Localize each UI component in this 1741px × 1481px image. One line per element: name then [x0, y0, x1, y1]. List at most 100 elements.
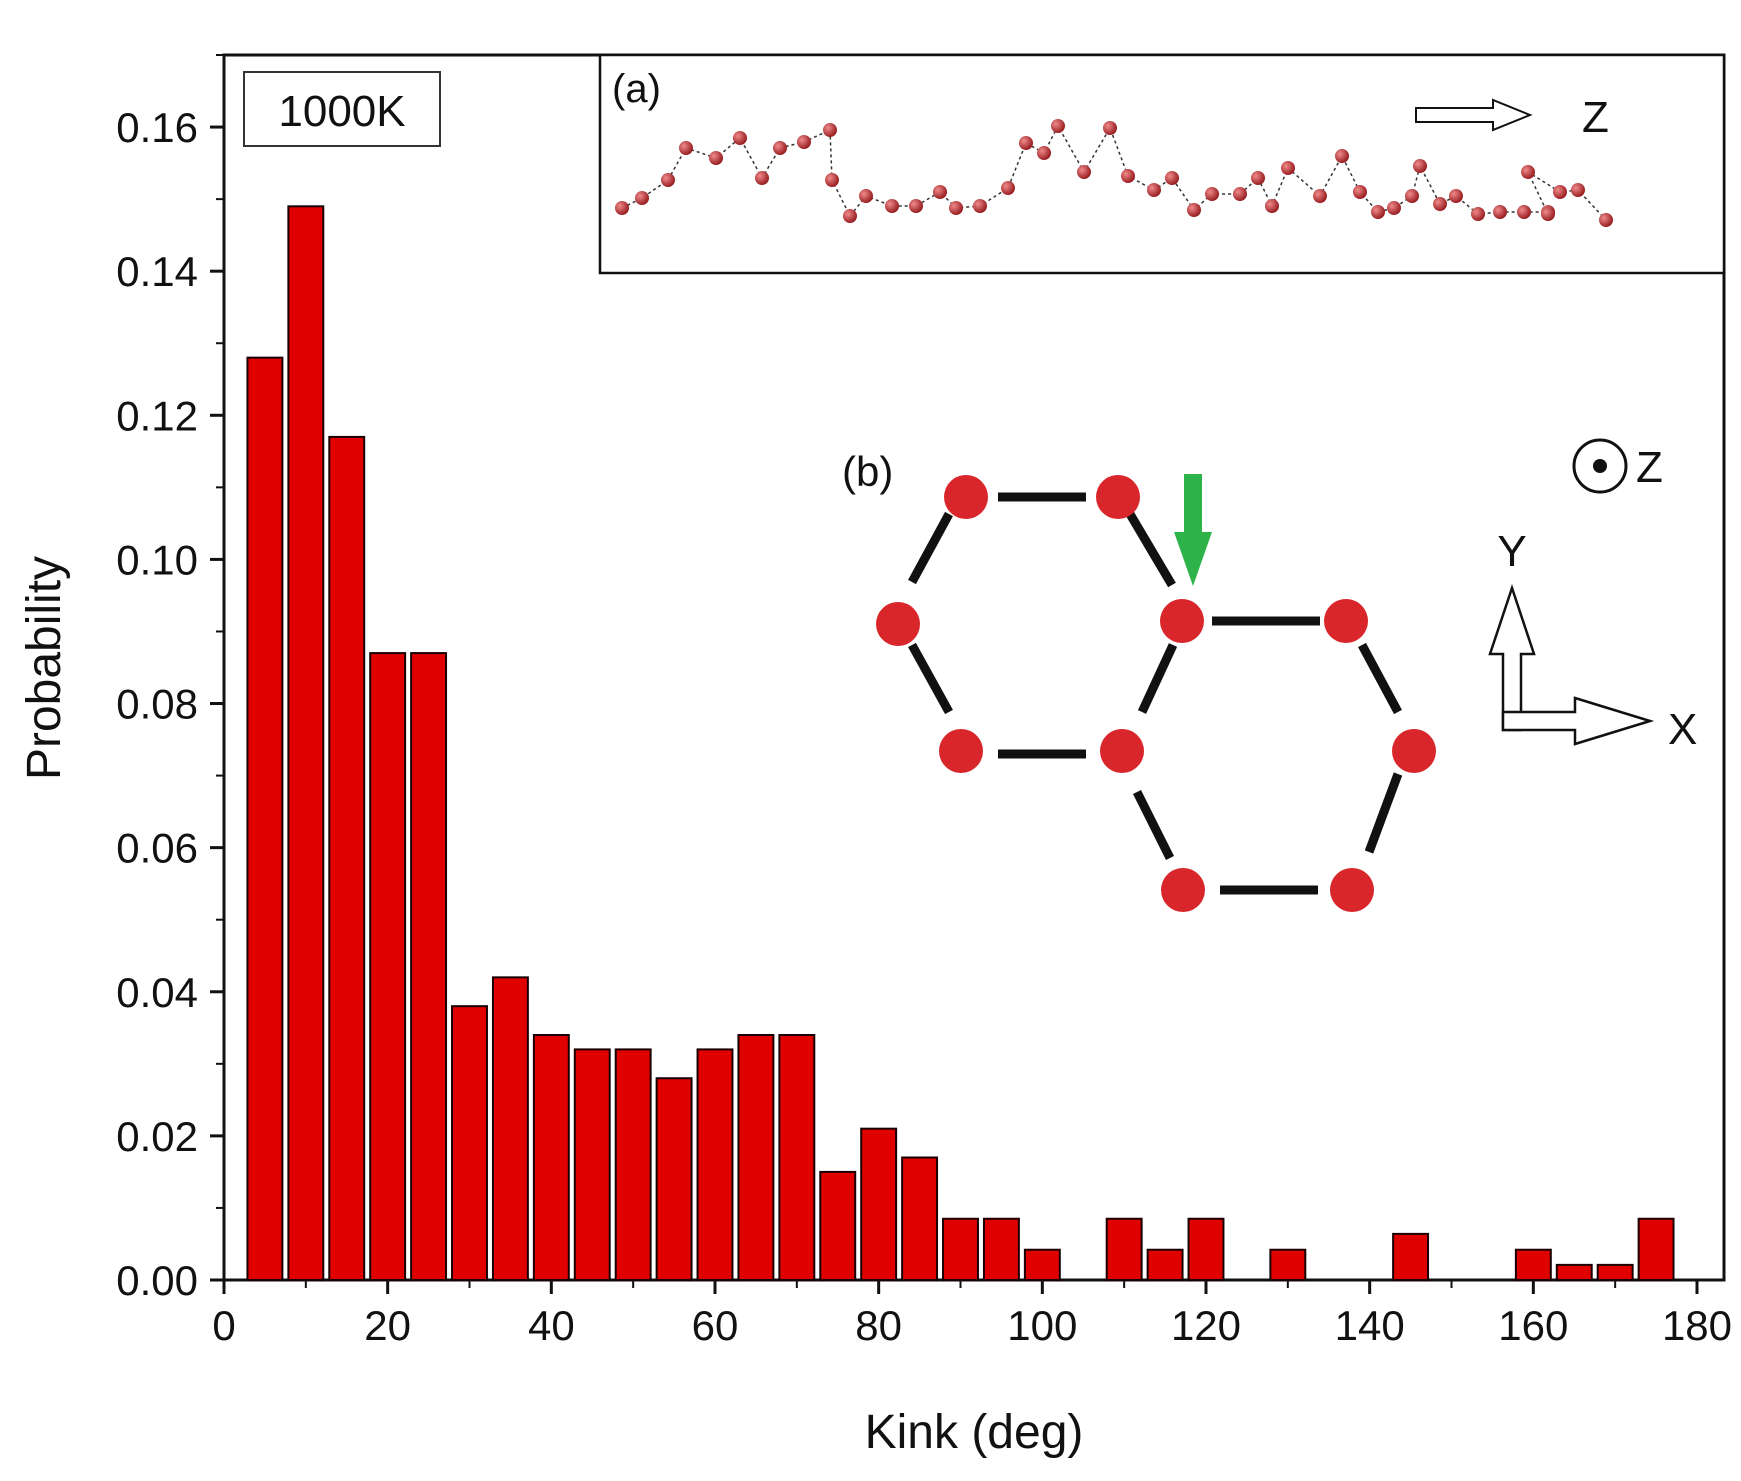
bar-165	[1555, 1263, 1593, 1282]
chain-atom	[823, 123, 837, 137]
bar-60	[696, 1048, 734, 1281]
bar-65	[737, 1034, 775, 1281]
bar-25	[410, 652, 448, 1281]
x-tick-label: 120	[1171, 1302, 1241, 1349]
bar-110	[1105, 1217, 1143, 1281]
bar-10	[287, 205, 325, 1282]
chain-atom	[1371, 205, 1385, 219]
bar-170	[1596, 1263, 1634, 1282]
x-tick-label: 140	[1335, 1302, 1405, 1349]
chain-atom	[1281, 161, 1295, 175]
atom	[1330, 868, 1374, 912]
atom	[1324, 599, 1368, 643]
chain-atom	[859, 189, 873, 203]
y-tick-label: 0.14	[116, 248, 198, 295]
chain-atom	[1599, 213, 1613, 227]
bar-115	[1146, 1248, 1184, 1282]
bar-50	[614, 1048, 652, 1281]
chain-atom	[1449, 189, 1463, 203]
bond	[908, 511, 953, 585]
hexagon-bonds	[908, 492, 1403, 895]
chain-atom	[773, 141, 787, 155]
y-tick-label: 0.00	[116, 1257, 198, 1304]
y-tick-label: 0.12	[116, 392, 198, 439]
bar-85	[901, 1156, 939, 1281]
bar-80	[860, 1127, 898, 1282]
chain-atom	[1521, 165, 1535, 179]
x-tick-label: 160	[1498, 1302, 1568, 1349]
chain-atom	[1265, 199, 1279, 213]
chain-atom	[1037, 146, 1051, 160]
bar-5	[246, 356, 284, 1282]
bar-35	[491, 976, 529, 1282]
chain-atom	[1553, 185, 1567, 199]
atom	[1161, 868, 1205, 912]
chain-atom	[797, 135, 811, 149]
chain-atom	[1387, 201, 1401, 215]
x-tick-label: 40	[528, 1302, 575, 1349]
bar-70	[778, 1034, 816, 1281]
atom	[1392, 729, 1436, 773]
bar-145	[1392, 1232, 1430, 1281]
chain-atom	[1103, 121, 1117, 135]
bar-120	[1187, 1217, 1225, 1281]
y-axis-arrow-icon	[1488, 584, 1536, 732]
bond	[1364, 772, 1403, 854]
inset-b: (b) Z	[842, 438, 1697, 912]
y-tick-label: 0.04	[116, 969, 198, 1016]
x-tick-label: 20	[364, 1302, 411, 1349]
chain-atom	[709, 151, 723, 165]
temperature-label: 1000K	[278, 87, 405, 136]
x-tick-label: 180	[1662, 1302, 1732, 1349]
y-tick-label: 0.02	[116, 1113, 198, 1160]
x-tick-label: 80	[855, 1302, 902, 1349]
inset-b-label: (b)	[842, 448, 893, 495]
chain-atom	[843, 209, 857, 223]
chain-atom	[755, 171, 769, 185]
chain-atom	[909, 199, 923, 213]
bond	[908, 642, 953, 715]
x-tick-label: 60	[692, 1302, 739, 1349]
chain-atom	[1051, 119, 1065, 133]
chain-atom	[1077, 165, 1091, 179]
bar-40	[532, 1034, 570, 1281]
inset-a-z-label: Z	[1582, 93, 1609, 142]
chain-atom	[1019, 136, 1033, 150]
y-tick-label: 0.06	[116, 825, 198, 872]
inset-b-z-label: Z	[1636, 443, 1663, 492]
atom	[1096, 475, 1140, 519]
bar-45	[573, 1048, 611, 1281]
inset-b-y-label: Y	[1497, 527, 1526, 576]
bar-95	[982, 1217, 1020, 1281]
inset-b-x-label: X	[1668, 705, 1697, 754]
axis-ticks: 0 20 40 60 80 100 120 140 160 180 0.00 0.02 0.04 0.06…	[116, 54, 1732, 1349]
chain-atom	[1335, 149, 1349, 163]
atom	[1160, 599, 1204, 643]
chain-atom	[1205, 187, 1219, 201]
chain-atom	[1413, 159, 1427, 173]
atom	[939, 729, 983, 773]
chain-atom	[973, 199, 987, 213]
chain-atom	[1353, 185, 1367, 199]
chain-atom	[1517, 205, 1531, 219]
chain-atom	[1121, 169, 1135, 183]
atom	[944, 475, 988, 519]
chain-atom	[1165, 171, 1179, 185]
atom	[1100, 729, 1144, 773]
y-tick-label: 0.08	[116, 681, 198, 728]
green-arrow-icon	[1174, 474, 1212, 586]
chain-atom	[1233, 187, 1247, 201]
chain-atom	[1001, 181, 1015, 195]
bar-100	[1023, 1248, 1061, 1282]
bond	[1132, 789, 1175, 861]
x-tick-label: 100	[1007, 1302, 1077, 1349]
bars-group	[246, 205, 1675, 1282]
bar-55	[655, 1077, 693, 1282]
chain-atom	[679, 141, 693, 155]
atom-chain	[615, 119, 1613, 227]
bar-130	[1269, 1248, 1307, 1282]
bar-90	[942, 1217, 979, 1281]
chain-atom	[1147, 183, 1161, 197]
inset-a-frame	[598, 53, 1726, 275]
